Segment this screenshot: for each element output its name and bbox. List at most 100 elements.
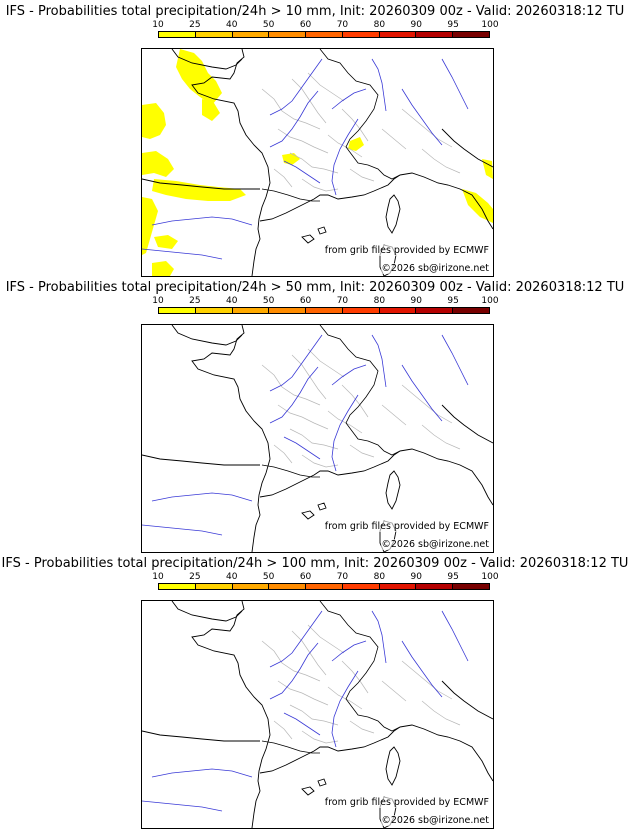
river	[401, 364, 443, 422]
country-border	[261, 188, 320, 202]
admin-boundary	[327, 686, 363, 710]
precip-area	[142, 151, 174, 177]
legend-tick-10: 10	[152, 296, 164, 306]
river	[401, 640, 443, 698]
legend-swatch-95	[453, 584, 490, 589]
admin-boundary	[261, 88, 321, 130]
panel-title: IFS - Probabilities total precipitation/…	[5, 280, 625, 295]
legend-tick-80: 80	[373, 20, 386, 30]
river	[441, 334, 469, 386]
color-legend: 10 25 40 50 60 70 80 90 95 100	[152, 296, 499, 324]
legend-swatch-40	[232, 584, 270, 589]
admin-boundary	[261, 640, 321, 682]
river	[283, 712, 321, 736]
legend-tick-100: 100	[481, 20, 499, 30]
river	[269, 334, 323, 392]
admin-boundary	[301, 730, 339, 744]
map-france: from grib files provided by ECMWF ©2026 …	[141, 600, 494, 829]
legend-swatch-10	[159, 32, 196, 37]
legend-tick-70: 70	[336, 572, 349, 582]
credit-copyright: ©2026 sb@irizone.net	[381, 815, 489, 826]
admin-boundary	[341, 384, 369, 418]
legend-swatch-50	[269, 32, 307, 37]
legend-tick-100: 100	[481, 572, 499, 582]
legend-tick-50: 50	[262, 20, 275, 30]
precip-area	[202, 99, 220, 121]
credit-copyright: ©2026 sb@irizone.net	[381, 539, 489, 550]
legend-tick-95: 95	[447, 20, 459, 30]
legend-swatch-70	[342, 32, 380, 37]
legend-swatch-40	[232, 32, 270, 37]
river	[142, 524, 223, 536]
admin-boundary	[307, 624, 345, 654]
admin-boundary	[401, 660, 453, 700]
island	[385, 194, 401, 234]
panel-100mm: IFS - Probabilities total precipitation/…	[0, 552, 630, 829]
map-canvas	[142, 601, 493, 828]
legend-swatch-80	[379, 308, 417, 313]
river	[331, 88, 367, 110]
precip-area	[154, 235, 178, 249]
legend-tick-70: 70	[336, 296, 349, 306]
coastline	[171, 325, 243, 346]
legend-swatch-10	[159, 584, 196, 589]
admin-boundary	[273, 168, 293, 188]
credit-source: from grib files provided by ECMWF	[324, 797, 489, 808]
map-france: from grib files provided by ECMWF ©2026 …	[141, 324, 494, 553]
river	[331, 118, 359, 196]
legend-tick-90: 90	[410, 572, 422, 582]
precip-area	[482, 159, 493, 179]
river	[269, 610, 323, 668]
coastline	[399, 172, 493, 230]
legend-tick-40: 40	[226, 296, 238, 306]
color-legend: 10 25 40 50 60 70 80 90 95 100	[152, 572, 499, 600]
legend-swatch-25	[195, 32, 233, 37]
legend-tick-25: 25	[189, 572, 201, 582]
admin-boundary	[277, 128, 329, 154]
admin-boundary	[341, 108, 369, 142]
legend-tick-95: 95	[447, 296, 459, 306]
legend-tick-90: 90	[410, 20, 422, 30]
panel-title: IFS - Probabilities total precipitation/…	[5, 4, 625, 19]
legend-swatch-90	[416, 308, 454, 313]
admin-boundary	[327, 134, 363, 158]
island	[301, 502, 327, 520]
admin-boundary	[327, 410, 363, 434]
legend-labels: 10 25 40 50 60 70 80 90 95 100	[152, 20, 498, 30]
river	[441, 610, 469, 662]
coastline	[441, 404, 493, 444]
legend-swatch-25	[195, 584, 233, 589]
coastline	[142, 178, 260, 190]
admin-boundary	[273, 720, 293, 740]
admin-boundary	[301, 178, 339, 192]
admin-boundary	[349, 168, 375, 182]
admin-boundary	[277, 680, 329, 706]
legend-tick-10: 10	[152, 572, 164, 582]
precip-area	[152, 261, 174, 276]
coastline	[171, 49, 243, 70]
admin-boundary	[381, 680, 407, 702]
legend-tick-80: 80	[373, 296, 386, 306]
legend-swatch-10	[159, 308, 196, 313]
admin-boundary	[261, 364, 321, 406]
legend-swatch-60	[306, 32, 343, 37]
precip-area	[142, 197, 158, 255]
credit-source: from grib files provided by ECMWF	[324, 521, 489, 532]
river	[269, 642, 319, 700]
coastline	[441, 680, 493, 720]
river	[331, 394, 359, 472]
legend-tick-40: 40	[226, 572, 238, 582]
legend-labels: 10 25 40 50 60 70 80 90 95 100	[152, 296, 498, 306]
river	[151, 492, 253, 502]
legend-swatch-60	[306, 308, 343, 313]
river	[331, 364, 367, 386]
legend-swatch-90	[416, 584, 454, 589]
admin-boundary	[381, 128, 407, 150]
legend-tick-40: 40	[226, 20, 238, 30]
map-france: from grib files provided by ECMWF ©2026 …	[141, 48, 494, 277]
legend-labels: 10 25 40 50 60 70 80 90 95 100	[152, 572, 498, 582]
coastline	[142, 454, 260, 466]
credit-source: from grib files provided by ECMWF	[324, 245, 489, 256]
admin-boundary	[349, 444, 375, 458]
coastline	[441, 128, 493, 168]
